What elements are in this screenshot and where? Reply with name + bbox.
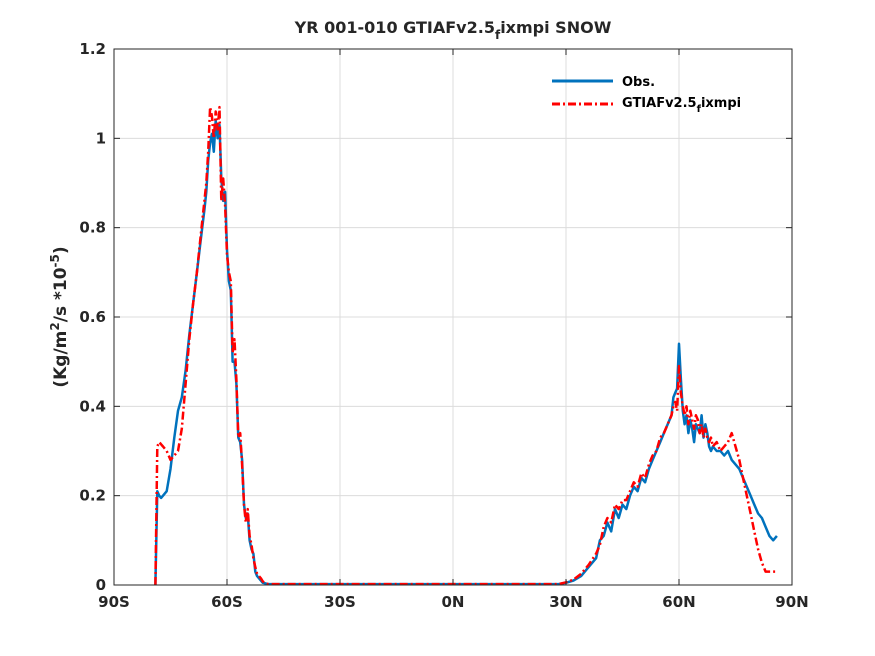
y-tick-label: 0.4 <box>79 397 106 415</box>
x-tick-label: 60S <box>211 593 243 611</box>
x-tick-label: 90S <box>98 593 130 611</box>
x-tick-label: 90N <box>775 593 808 611</box>
x-tick-label: 30S <box>324 593 356 611</box>
y-tick-label: 1.2 <box>79 40 106 58</box>
legend-model-label: GTIAFv2.5fixmpi <box>622 96 741 115</box>
y-tick-label: 0.8 <box>79 219 106 237</box>
legend: Obs. GTIAFv2.5fixmpi <box>552 75 741 115</box>
chart-title: YR 001-010 GTIAFv2.5fixmpi SNOW <box>294 18 612 42</box>
x-tick-label: 0N <box>442 593 465 611</box>
legend-obs-label: Obs. <box>622 75 655 90</box>
y-tick-label: 0 <box>96 576 106 594</box>
y-axis-label: (Kg/m2/s *10-5) <box>48 246 71 387</box>
y-tick-label: 0.2 <box>79 487 106 505</box>
axis-ticks: 90S 60S 30S 0N 30N 60N 90N 0 0.2 0.4 0.6 0.8 1 1.2 <box>79 40 808 611</box>
series-line-model <box>154 105 777 586</box>
series-layer <box>154 105 778 586</box>
x-tick-label: 60N <box>662 593 695 611</box>
y-tick-label: 1 <box>96 129 106 147</box>
x-tick-label: 30N <box>549 593 582 611</box>
y-tick-label: 0.6 <box>79 308 106 326</box>
